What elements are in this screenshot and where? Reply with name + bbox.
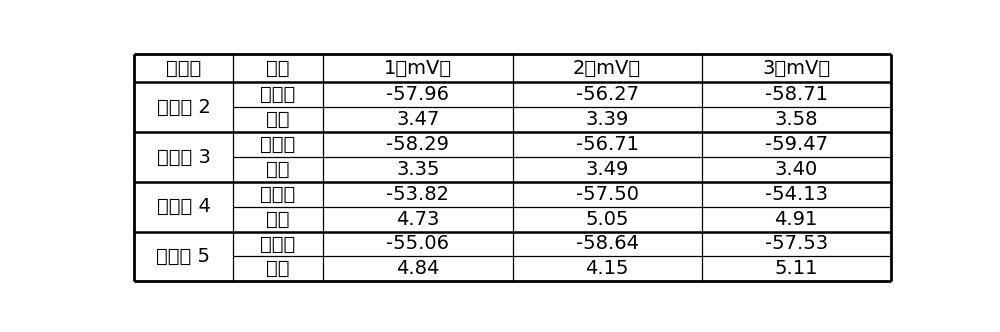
Text: 平均值: 平均值 [260, 234, 296, 253]
Text: 1（mV）: 1（mV） [384, 59, 452, 78]
Text: -55.06: -55.06 [386, 234, 449, 253]
Text: 3.35: 3.35 [396, 160, 440, 179]
Text: 实施例 3: 实施例 3 [157, 147, 210, 167]
Text: -58.71: -58.71 [765, 85, 828, 104]
Text: 3（mV）: 3（mV） [762, 59, 830, 78]
Text: 实施例: 实施例 [166, 59, 201, 78]
Text: 方差: 方差 [266, 209, 290, 229]
Text: 5.11: 5.11 [774, 259, 818, 278]
Text: -58.64: -58.64 [576, 234, 639, 253]
Text: -56.71: -56.71 [576, 135, 639, 154]
Text: -57.96: -57.96 [386, 85, 449, 104]
Text: 4.84: 4.84 [396, 259, 440, 278]
Text: 方差: 方差 [266, 110, 290, 129]
Text: 3.40: 3.40 [775, 160, 818, 179]
Text: -54.13: -54.13 [765, 185, 828, 204]
Text: 实施例 5: 实施例 5 [156, 247, 210, 266]
Text: 4.73: 4.73 [396, 209, 440, 229]
Text: 实施例 4: 实施例 4 [157, 197, 210, 216]
Text: 平均值: 平均值 [260, 135, 296, 154]
Text: 4.15: 4.15 [585, 259, 629, 278]
Text: 平均值: 平均值 [260, 85, 296, 104]
Text: 3.49: 3.49 [585, 160, 629, 179]
Text: 4.91: 4.91 [774, 209, 818, 229]
Text: 2（mV）: 2（mV） [573, 59, 641, 78]
Text: 5.05: 5.05 [585, 209, 629, 229]
Text: 方差: 方差 [266, 160, 290, 179]
Text: -57.53: -57.53 [765, 234, 828, 253]
Text: 平均值: 平均值 [260, 185, 296, 204]
Text: 实施例 2: 实施例 2 [157, 98, 210, 117]
Text: -59.47: -59.47 [765, 135, 828, 154]
Text: -53.82: -53.82 [386, 185, 449, 204]
Text: 项目: 项目 [266, 59, 290, 78]
Text: -56.27: -56.27 [576, 85, 639, 104]
Text: 3.58: 3.58 [774, 110, 818, 129]
Text: -57.50: -57.50 [576, 185, 639, 204]
Text: 3.39: 3.39 [585, 110, 629, 129]
Text: -58.29: -58.29 [386, 135, 449, 154]
Text: 3.47: 3.47 [396, 110, 440, 129]
Text: 方差: 方差 [266, 259, 290, 278]
